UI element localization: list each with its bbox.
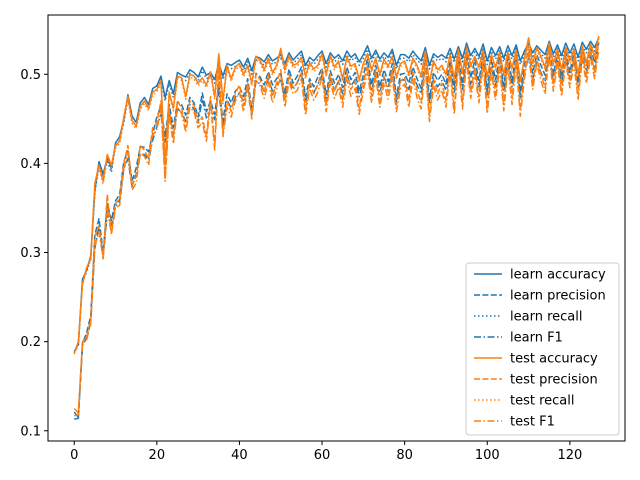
legend-label-learn-accuracy: learn accuracy xyxy=(510,268,606,283)
legend-label-learn-recall: learn recall xyxy=(510,310,582,325)
legend-label-test-f1: test F1 xyxy=(510,415,555,430)
x-tick-label: 60 xyxy=(314,448,331,463)
legend-box xyxy=(465,262,620,436)
series-line-test-recall xyxy=(73,38,600,355)
x-tick-label: 80 xyxy=(396,448,413,463)
legend-label-test-accuracy: test accuracy xyxy=(510,352,598,367)
y-tick-label: 0.5 xyxy=(20,68,41,83)
x-tick-label: 100 xyxy=(475,448,500,463)
y-tick-label: 0.1 xyxy=(20,424,41,439)
legend-label-learn-f1: learn F1 xyxy=(510,331,563,346)
series-line-test-f1 xyxy=(74,49,600,417)
plot-lines xyxy=(73,35,600,420)
y-tick-label: 0.2 xyxy=(20,335,41,350)
y-tick-label: 0.4 xyxy=(20,157,41,172)
x-tick-label: 40 xyxy=(231,448,248,463)
legend-label-test-precision: test precision xyxy=(510,373,598,388)
x-tick-label: 120 xyxy=(557,448,582,463)
y-axis-ticks: 0.1 0.2 0.3 0.4 0.5 xyxy=(20,68,48,439)
axes-frame xyxy=(47,14,626,442)
x-tick-label: 20 xyxy=(149,448,166,463)
legend-label-learn-precision: learn precision xyxy=(510,289,606,304)
legend: learn accuracy learn precision learn recal… xyxy=(465,262,620,436)
x-axis-ticks: 0 20 40 60 80 100 120 xyxy=(70,441,582,463)
y-tick-label: 0.3 xyxy=(20,246,41,261)
x-tick-label: 0 xyxy=(70,448,78,463)
legend-label-test-recall: test recall xyxy=(510,394,575,409)
